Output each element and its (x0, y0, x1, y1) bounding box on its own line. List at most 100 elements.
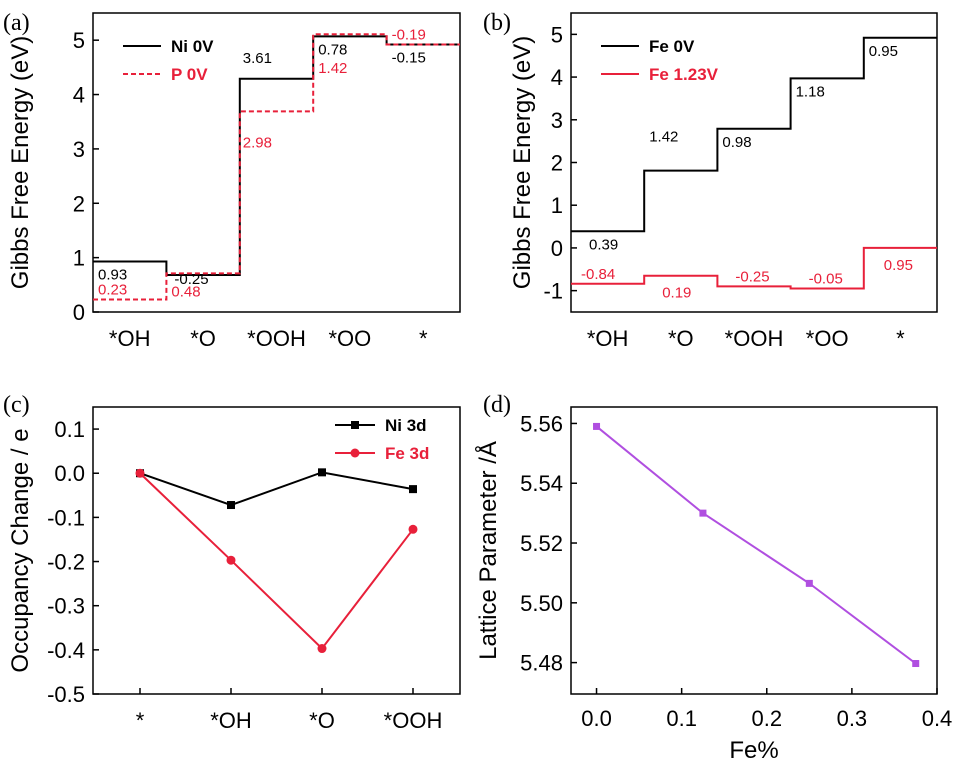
y-axis-label: Gibbs Free Energy (eV) (7, 36, 34, 289)
y-axis-label: Gibbs Free Energy (eV) (509, 36, 536, 289)
series-line-Fe-3d (139, 472, 414, 651)
legend-entry: P 0V (171, 65, 208, 84)
y-tick-label: 4 (73, 83, 85, 108)
data-label: 0.23 (98, 281, 127, 298)
x-tick-label: 0.4 (922, 706, 953, 731)
x-tick-label: *OOH (384, 708, 443, 733)
data-label: -0.15 (392, 50, 426, 67)
series-line-Fe-1.23V (571, 246, 937, 290)
series-line-P-0V (93, 33, 460, 301)
x-tick-label: 0.1 (666, 706, 697, 731)
x-tick-label: *OH (210, 708, 252, 733)
panel-3: (d) 5.56 5.54 5.52 5.50 5.48 Lattice Parameter… (474, 392, 952, 764)
y-tick-label: 3 (73, 137, 85, 162)
y-tick-label: 0 (73, 300, 85, 325)
y-tick-label: 1 (551, 193, 563, 218)
legend-entry: Ni 3d (385, 416, 427, 435)
y-tick-label: 5.56 (520, 411, 563, 436)
y-tick-label: -0.1 (47, 505, 85, 530)
y-tick-label: 5.48 (520, 651, 563, 676)
x-tick-label: *O (309, 708, 335, 733)
x-tick-label: *OO (329, 326, 372, 351)
y-tick-label: 5 (73, 28, 85, 53)
panel-label: (c) (3, 392, 30, 418)
x-axis-label: Fe% (729, 737, 778, 764)
y-tick-label: -0.5 (47, 682, 85, 707)
series-line-lattice (595, 425, 917, 665)
x-tick-label: *OH (109, 326, 151, 351)
panel-2: (c) 0.1 0.0 -0.1 -0.2 -0.3 -0.4 -0.5 Occupancy C… (3, 392, 461, 733)
data-label: 0.95 (869, 43, 898, 60)
x-tick-label: * (896, 326, 905, 351)
x-tick-label: 0.0 (581, 706, 612, 731)
data-label: 1.42 (649, 129, 678, 146)
x-tick-label: *OO (806, 326, 849, 351)
data-label: -0.05 (809, 271, 843, 288)
legend-marker (350, 448, 360, 458)
y-axis-label: Lattice Parameter /Å (474, 441, 502, 660)
data-label: -0.25 (174, 271, 208, 288)
x-tick-label: *OOH (247, 326, 306, 351)
series-line-Ni-0V (93, 35, 460, 277)
plot-frame (570, 406, 938, 695)
data-label: 3.61 (243, 50, 272, 67)
plot-frame (92, 406, 461, 695)
data-point (408, 524, 418, 534)
data-point (593, 422, 601, 430)
panel-label: (a) (3, 10, 30, 36)
x-tick-label: *O (190, 326, 216, 351)
y-tick-label: 0.0 (54, 461, 85, 486)
panel-label: (d) (483, 392, 511, 418)
data-label: 2.98 (243, 134, 272, 151)
data-point (409, 485, 417, 494)
data-point (227, 501, 235, 510)
data-label: 0.39 (589, 236, 618, 253)
x-tick-label: *O (668, 326, 694, 351)
series-line-Fe-0V (571, 36, 937, 233)
legend-entry: Fe 1.23V (649, 65, 719, 84)
y-tick-label: 1 (73, 246, 85, 271)
data-label: 0.78 (318, 41, 347, 58)
y-tick-label: 5.50 (520, 591, 563, 616)
y-tick-label: 5.54 (520, 471, 563, 496)
y-tick-label: -1 (543, 279, 563, 304)
x-tick-label: * (419, 326, 428, 351)
data-label: -0.84 (581, 266, 615, 283)
data-label: 0.98 (722, 134, 751, 151)
legend-entry: Fe 0V (649, 37, 695, 56)
y-tick-label: 0 (551, 236, 563, 261)
data-label: 0.48 (171, 283, 200, 300)
data-point (226, 555, 236, 565)
y-tick-label: 5 (551, 22, 563, 47)
data-label: 1.42 (318, 60, 347, 77)
data-point (912, 660, 920, 668)
data-point (317, 644, 327, 654)
x-tick-label: * (136, 708, 145, 733)
data-label: 0.19 (662, 285, 691, 302)
y-tick-label: 4 (551, 65, 563, 90)
y-tick-label: -0.3 (47, 594, 85, 619)
series-line-Ni-3d (139, 471, 414, 507)
data-label: -0.25 (735, 268, 769, 285)
panel-0: (a) 0 1 2 3 4 5 Gibbs Free Energy (eV) *OH *O *OOH… (3, 10, 461, 351)
data-label: 0.95 (884, 257, 913, 274)
legend-marker (351, 421, 359, 429)
legend-entry: Fe 3d (385, 444, 429, 463)
y-tick-label: -0.2 (47, 550, 85, 575)
y-axis-label: Occupancy Change / e (7, 428, 34, 672)
y-tick-label: 3 (551, 108, 563, 133)
data-label: -0.19 (392, 27, 426, 44)
panel-label: (b) (483, 10, 511, 36)
x-tick-label: 0.3 (837, 706, 868, 731)
y-tick-label: 0.1 (54, 417, 85, 442)
data-point (805, 579, 813, 587)
data-point (318, 468, 326, 477)
y-tick-label: 2 (551, 151, 563, 176)
y-tick-label: 5.52 (520, 531, 563, 556)
panel-1: (b) -1 0 1 2 3 4 5 Gibbs Free Energy (eV) *OH *O *O… (483, 10, 938, 351)
plot-frame (92, 12, 461, 313)
x-tick-label: 0.2 (751, 706, 782, 731)
data-label: 1.18 (796, 83, 825, 100)
data-point (699, 509, 707, 517)
